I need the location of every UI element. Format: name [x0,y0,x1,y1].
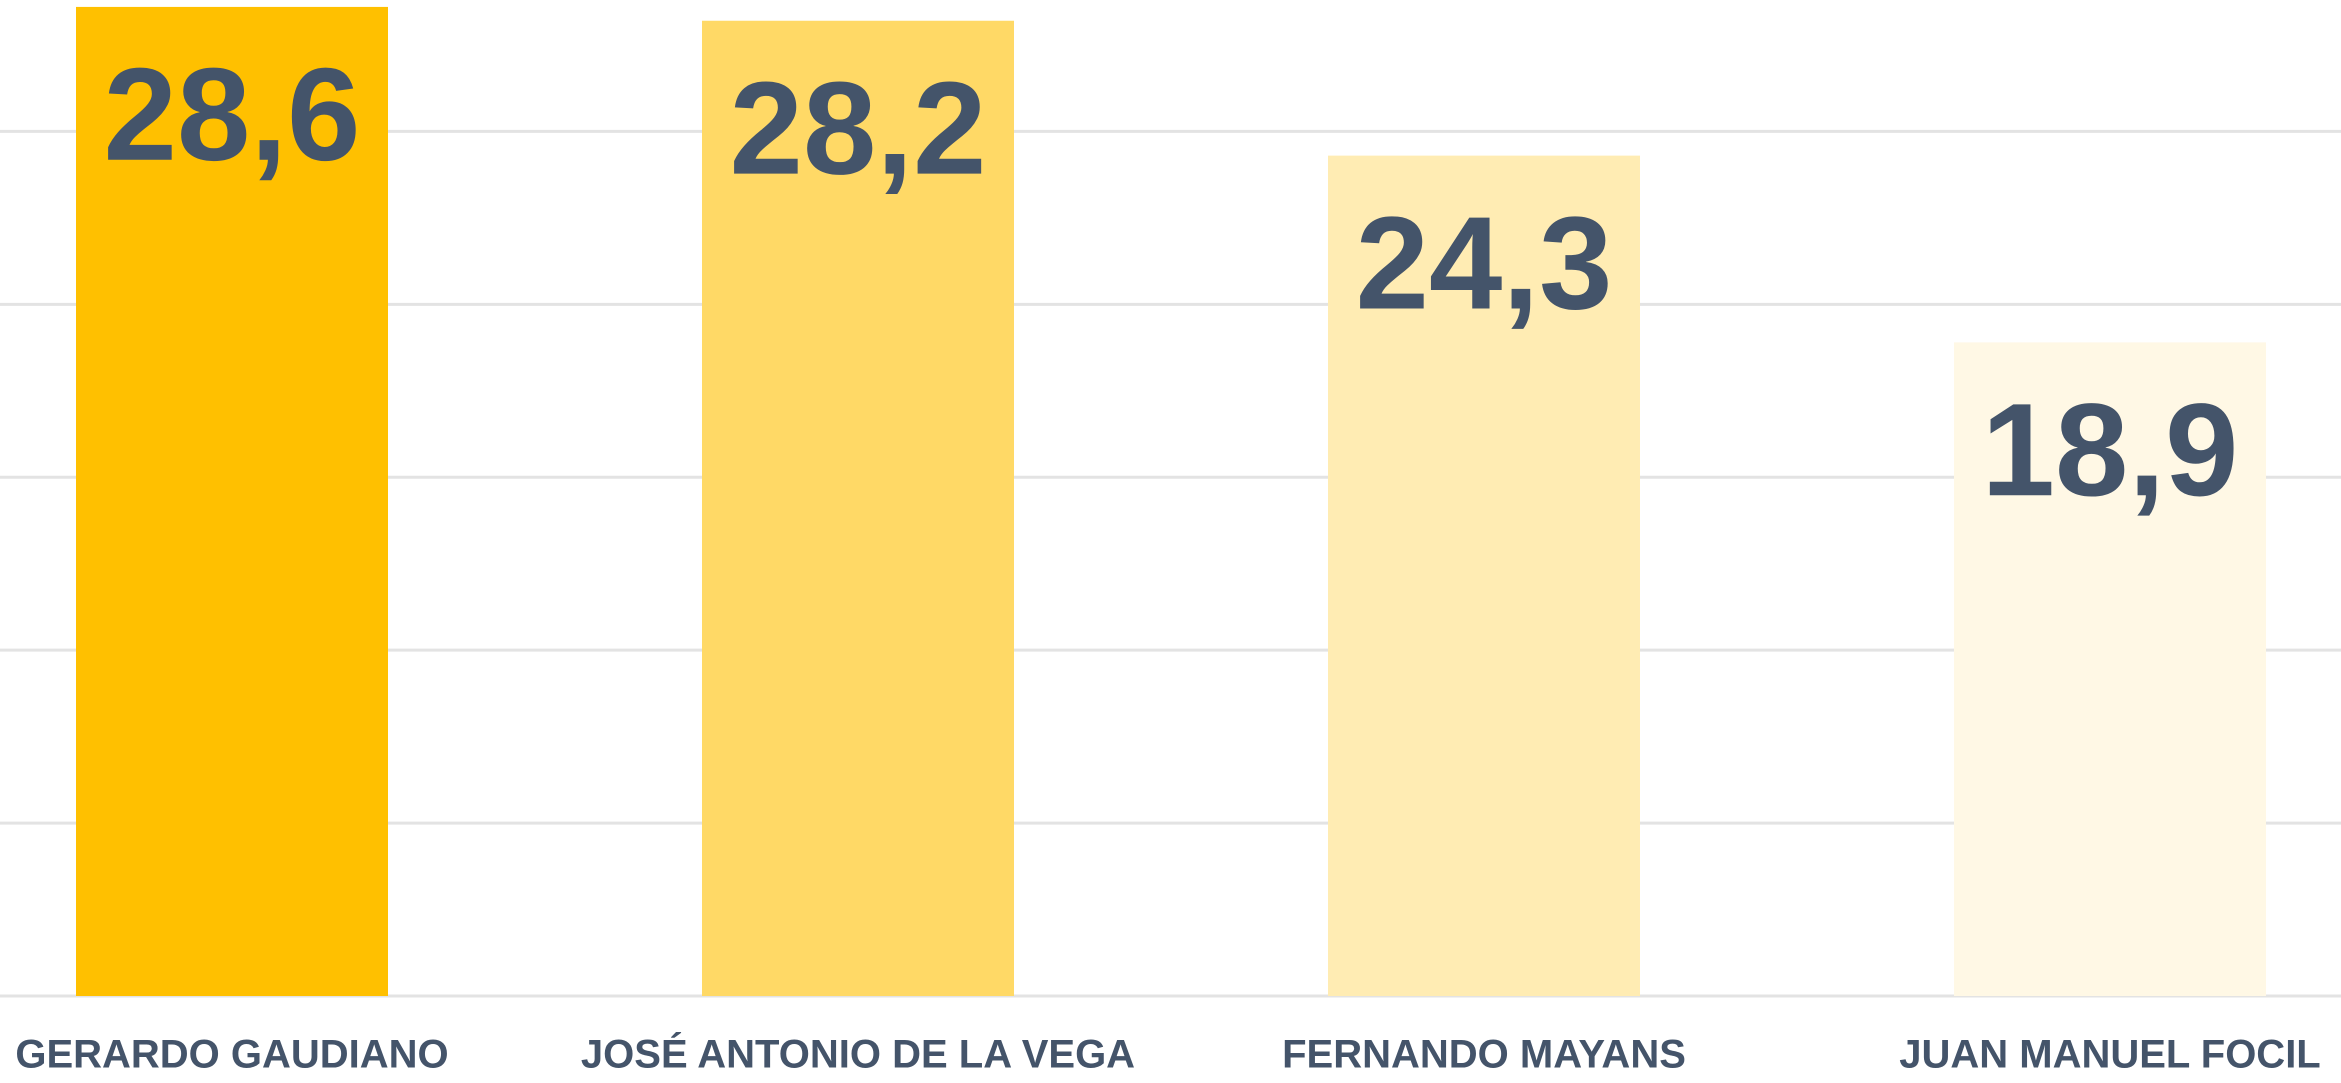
x-tick-label: JUAN MANUEL FOCIL [1899,1033,2320,1077]
bar [76,6,388,996]
value-label: 28,2 [730,55,987,202]
x-tick-label: FERNANDO MAYANS [1282,1033,1686,1077]
bar [1954,342,2266,996]
bar [1328,155,1640,996]
x-tick-label: GERARDO GAUDIANO [15,1033,448,1077]
value-label: 24,3 [1356,190,1613,337]
x-tick-label: JOSÉ ANTONIO DE LA VEGA [581,1032,1135,1077]
value-label: 18,9 [1982,376,2239,523]
bar [702,20,1014,996]
value-label: 28,6 [104,41,361,188]
